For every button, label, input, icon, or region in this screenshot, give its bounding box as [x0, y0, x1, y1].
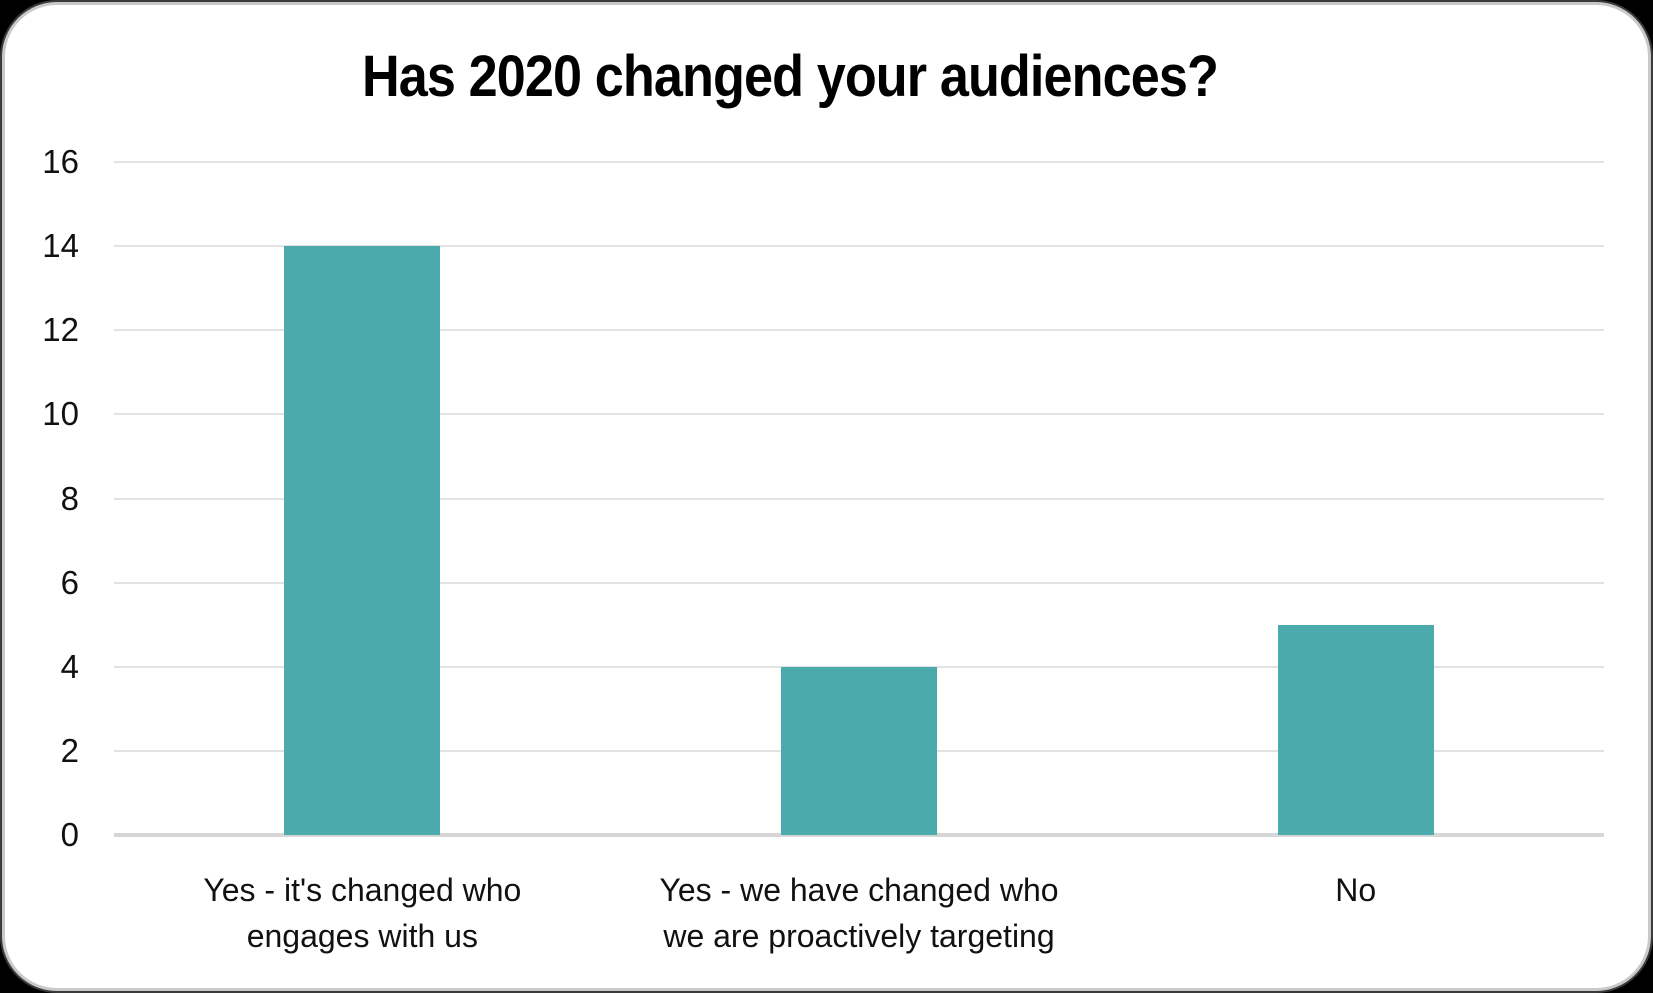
gridline [114, 161, 1604, 163]
y-tick-label: 4 [60, 647, 79, 685]
y-tick-label: 8 [60, 479, 79, 517]
x-axis-line [114, 833, 1604, 837]
y-tick-label: 16 [42, 143, 79, 180]
x-category-label: Yes - it's changed who engages with us [203, 872, 522, 954]
x-category-label: No [1335, 872, 1377, 908]
y-tick-label: 6 [60, 563, 79, 601]
gridline [114, 581, 1604, 584]
plot-area: 0 2 4 6 8 10 12 14 16 Yes - it's changed who enga… [5, 5, 1648, 988]
x-category-label: Yes - we have changed who we are proacti… [659, 872, 1059, 954]
y-tick-label: 0 [60, 816, 79, 853]
gridline [114, 329, 1604, 332]
y-tick-label: 2 [60, 731, 79, 769]
y-tick-label: 10 [42, 395, 79, 433]
gridline [114, 497, 1604, 500]
bar [284, 246, 441, 835]
bar [781, 666, 937, 835]
gridline [114, 245, 1604, 248]
gridline [114, 413, 1604, 416]
bar [1277, 624, 1434, 835]
y-tick-label: 12 [42, 311, 79, 349]
chart-title: Has 2020 changed your audiences? [361, 44, 1219, 109]
y-tick-label: 14 [42, 227, 79, 265]
